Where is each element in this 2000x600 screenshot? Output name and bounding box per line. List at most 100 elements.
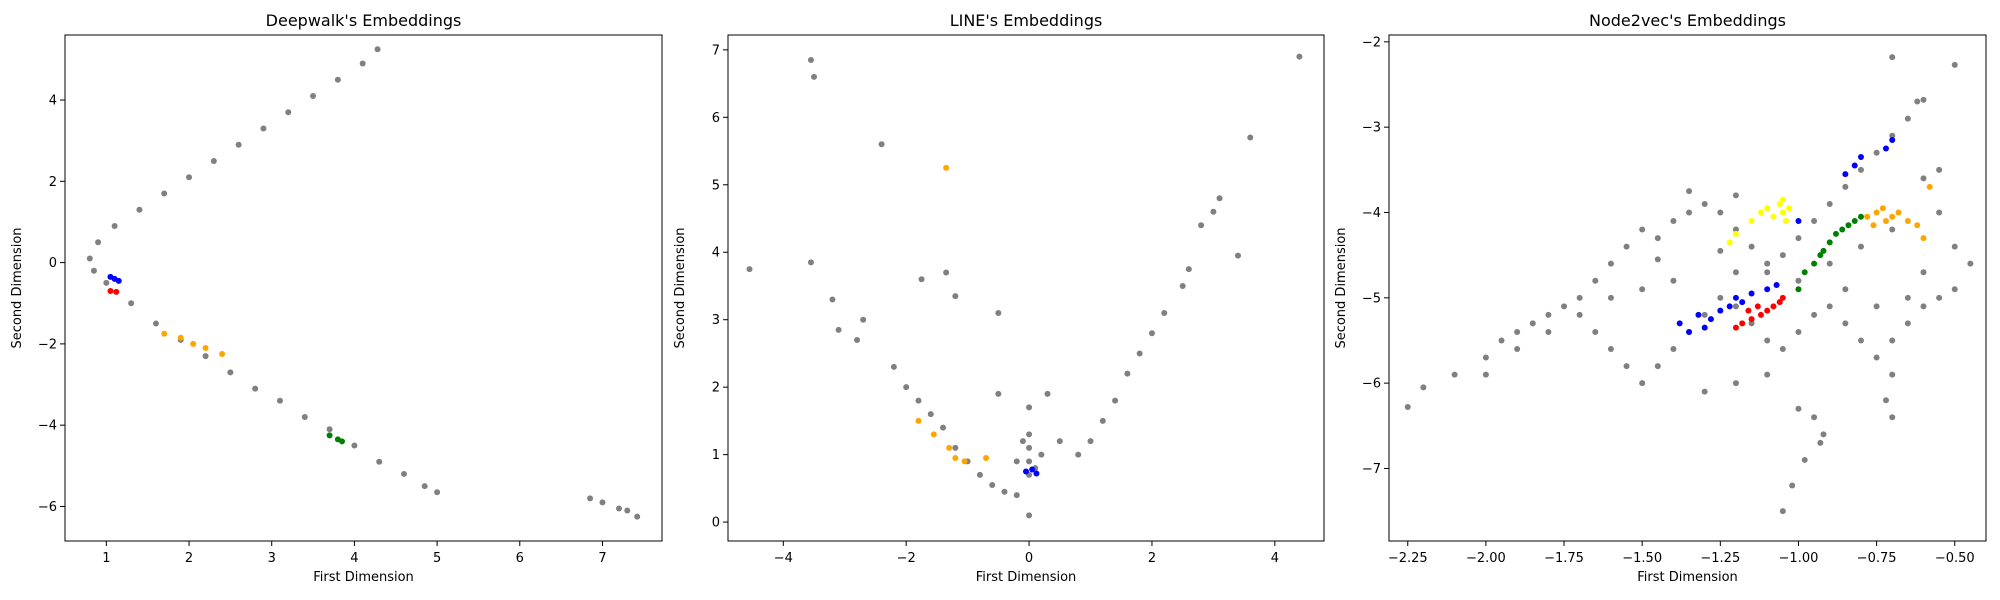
node2vec-point xyxy=(1592,328,1599,335)
deepwalk-point xyxy=(285,109,292,116)
node2vec-point xyxy=(1639,380,1646,387)
line-y-tick-label: 7 xyxy=(712,43,720,58)
line-point xyxy=(1026,444,1033,451)
line-point xyxy=(1001,488,1008,495)
node2vec-point xyxy=(1764,269,1771,276)
line-x-tick-label: −4 xyxy=(774,551,793,566)
node2vec-point xyxy=(1842,286,1849,293)
line-point xyxy=(1112,397,1119,404)
deepwalk-point xyxy=(326,426,333,433)
node2vec-point xyxy=(1695,311,1702,318)
line-point xyxy=(807,259,814,266)
line-point xyxy=(835,326,842,333)
node2vec-x-tick-label: −1.00 xyxy=(1779,551,1819,566)
line-point xyxy=(1247,134,1254,141)
node2vec-point xyxy=(1795,286,1802,293)
node2vec-point xyxy=(1732,226,1739,233)
line-point xyxy=(1013,458,1020,465)
line-point xyxy=(878,141,885,148)
node2vec-point xyxy=(1561,303,1568,310)
line-point xyxy=(918,276,925,283)
line-point xyxy=(1148,330,1155,337)
deepwalk-point xyxy=(152,320,159,327)
node2vec-point xyxy=(1826,260,1833,267)
node2vec-x-tick-label: −1.75 xyxy=(1544,551,1584,566)
node2vec-point xyxy=(1639,286,1646,293)
node2vec-point xyxy=(1820,431,1827,438)
line-point xyxy=(1033,470,1040,477)
node2vec-point xyxy=(1686,188,1693,195)
deepwalk-y-tick-label: 2 xyxy=(49,175,57,190)
deepwalk-point xyxy=(219,351,226,358)
deepwalk-point xyxy=(202,344,209,351)
node2vec-x-tick-label: −0.50 xyxy=(1935,551,1975,566)
deepwalk-x-tick-label: 6 xyxy=(516,551,524,566)
node2vec-x-tick-label: −0.75 xyxy=(1857,551,1897,566)
node2vec-point xyxy=(1676,320,1683,327)
node2vec-x-tick-label: −2.00 xyxy=(1466,551,1506,566)
node2vec-point xyxy=(1576,294,1583,301)
node2vec-point xyxy=(1686,209,1693,216)
node2vec-point xyxy=(1889,371,1896,378)
node2vec-point xyxy=(1873,303,1880,310)
node2vec-point xyxy=(1920,269,1927,276)
node2vec-point xyxy=(1776,200,1783,207)
node2vec-point xyxy=(1914,222,1921,229)
node2vec-point xyxy=(1920,175,1927,182)
node2vec-point xyxy=(1782,218,1789,225)
node2vec-point xyxy=(1882,397,1889,404)
node2vec-point xyxy=(1951,61,1958,68)
line-y-tick-label: 2 xyxy=(712,381,720,396)
node2vec-point xyxy=(1654,363,1661,370)
deepwalk-x-tick-label: 4 xyxy=(350,551,358,566)
node2vec-point xyxy=(1857,154,1864,161)
deepwalk-y-axis-label: Second Dimension xyxy=(10,227,25,348)
line-point xyxy=(995,309,1002,316)
node2vec-point xyxy=(1748,316,1755,323)
node2vec-point xyxy=(1514,346,1521,353)
node2vec-point xyxy=(1732,324,1739,331)
node2vec-point xyxy=(1889,132,1896,139)
line-y-tick-label: 4 xyxy=(712,246,720,261)
node2vec-point xyxy=(1839,226,1846,233)
node2vec-point xyxy=(1514,328,1521,335)
node2vec-point xyxy=(1789,482,1796,489)
line-point xyxy=(952,293,959,300)
node2vec-point xyxy=(1832,230,1839,237)
node2vec-point xyxy=(1732,294,1739,301)
deepwalk-point xyxy=(634,513,641,520)
line-point xyxy=(915,417,922,424)
node2vec-point xyxy=(1748,218,1755,225)
node2vec-point xyxy=(1879,205,1886,212)
deepwalk-y-tick-label: −6 xyxy=(38,500,57,515)
node2vec-y-tick-label: −4 xyxy=(1362,206,1381,221)
node2vec-point xyxy=(1529,320,1536,327)
node2vec-point xyxy=(1851,162,1858,169)
node2vec-point xyxy=(1936,209,1943,216)
deepwalk-y-tick-label: −2 xyxy=(38,337,57,352)
line-x-tick-label: 0 xyxy=(1025,551,1033,566)
node2vec-point xyxy=(1920,303,1927,310)
line-point xyxy=(811,73,818,80)
node2vec-point xyxy=(1889,54,1896,61)
deepwalk-point xyxy=(235,141,242,148)
deepwalk-x-tick-label: 3 xyxy=(268,551,276,566)
line-point xyxy=(1023,468,1029,475)
line-point xyxy=(1210,208,1217,215)
line-point xyxy=(1136,350,1143,357)
line-point xyxy=(903,384,910,391)
line-point xyxy=(854,336,861,343)
line-point xyxy=(989,482,996,489)
node2vec-point xyxy=(1904,294,1911,301)
line-point xyxy=(1013,492,1020,499)
node2vec-point xyxy=(1779,209,1786,216)
deepwalk-x-tick-label: 1 xyxy=(102,551,110,566)
node2vec-point xyxy=(1926,183,1933,190)
node2vec-point xyxy=(1757,209,1764,216)
node2vec-point xyxy=(1623,243,1630,250)
node2vec-point xyxy=(1726,303,1733,310)
node2vec-point xyxy=(1732,269,1739,276)
line-point xyxy=(1026,458,1033,465)
deepwalk-point xyxy=(90,267,97,274)
